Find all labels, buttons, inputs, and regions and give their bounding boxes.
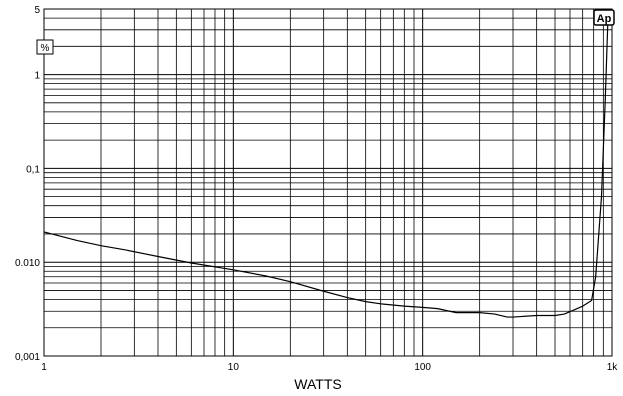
y-tick-label: 5 bbox=[34, 5, 40, 16]
x-tick-label: 1k bbox=[607, 362, 619, 373]
y-tick-label: 0,001 bbox=[15, 352, 40, 363]
y-tick-label: 0,1 bbox=[26, 164, 40, 175]
y-unit-box: % bbox=[36, 39, 54, 55]
ap-logo-text: Ap bbox=[597, 13, 612, 25]
y-tick-label: 1 bbox=[34, 71, 40, 82]
plot-frame bbox=[43, 8, 613, 357]
x-tick-label: 10 bbox=[228, 362, 240, 373]
y-tick-label: 0.010 bbox=[15, 258, 40, 269]
y-unit-label: % bbox=[41, 43, 50, 54]
x-axis-label: WATTS bbox=[294, 376, 341, 392]
ap-logo: Ap bbox=[593, 9, 615, 26]
series-layer bbox=[43, 23, 609, 318]
series-line bbox=[43, 23, 609, 318]
grid-lines bbox=[44, 9, 612, 356]
y-unit-box-frame bbox=[36, 39, 54, 55]
x-tick-label: 100 bbox=[414, 362, 431, 373]
tick-labels: 1 10 100 1k 5 1 0,1 0.010 0,001 bbox=[15, 5, 618, 373]
ap-logo-frame bbox=[593, 9, 615, 26]
x-tick-label: 1 bbox=[41, 362, 47, 373]
